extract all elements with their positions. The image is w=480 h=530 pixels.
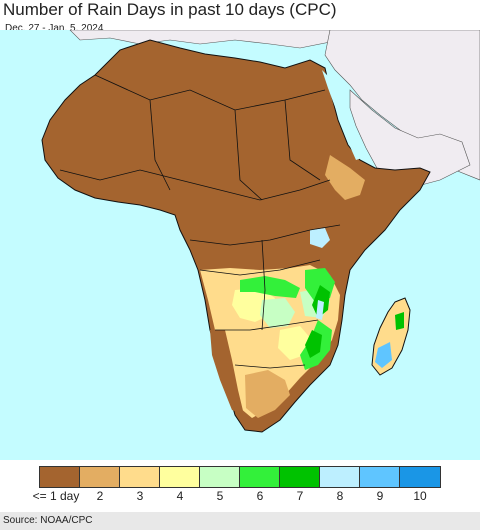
legend-label: 10 xyxy=(413,489,427,503)
zone-8-lakes xyxy=(310,228,330,320)
rain-days-map xyxy=(0,30,480,460)
legend-swatch xyxy=(280,467,320,487)
date-range: Dec. 27 - Jan. 5, 2024 xyxy=(5,23,104,34)
country-borders xyxy=(59,74,341,369)
map-title: Number of Rain Days in past 10 days (CPC… xyxy=(3,0,337,19)
legend-label: 6 xyxy=(256,489,264,503)
legend-swatch xyxy=(160,467,200,487)
legend-swatch xyxy=(360,467,400,487)
legend-label: 9 xyxy=(376,489,384,503)
east-africa-tan-zone xyxy=(325,155,365,200)
legend-swatch xyxy=(200,467,240,487)
legend-label: 8 xyxy=(336,489,344,503)
legend-label: <= 1 day xyxy=(32,489,80,503)
south-africa-mixed-zone xyxy=(245,370,290,418)
legend-label: 2 xyxy=(96,489,104,503)
source-bar: Source: NOAA/CPC xyxy=(0,512,480,530)
legend-swatch xyxy=(80,467,120,487)
madagascar-zone-9 xyxy=(375,342,392,368)
legend-label: 5 xyxy=(216,489,224,503)
zone-4-patches xyxy=(232,288,312,360)
legend-swatch xyxy=(240,467,280,487)
legend-swatch xyxy=(40,467,80,487)
madagascar-zone-7 xyxy=(395,312,404,330)
legend-swatch xyxy=(120,467,160,487)
legend-swatch xyxy=(400,467,440,487)
legend-label: 3 xyxy=(136,489,144,503)
legend: <= 1 day 2 3 4 5 6 7 8 9 10 xyxy=(0,460,480,512)
source-text: Source: NOAA/CPC xyxy=(3,515,93,526)
legend-label: 7 xyxy=(296,489,304,503)
arabian-peninsula xyxy=(349,89,471,191)
red-sea xyxy=(322,70,362,160)
legend-color-bar xyxy=(39,466,441,488)
legend-label: 4 xyxy=(176,489,184,503)
legend-swatch xyxy=(320,467,360,487)
southwest-dry-zone xyxy=(210,330,244,415)
